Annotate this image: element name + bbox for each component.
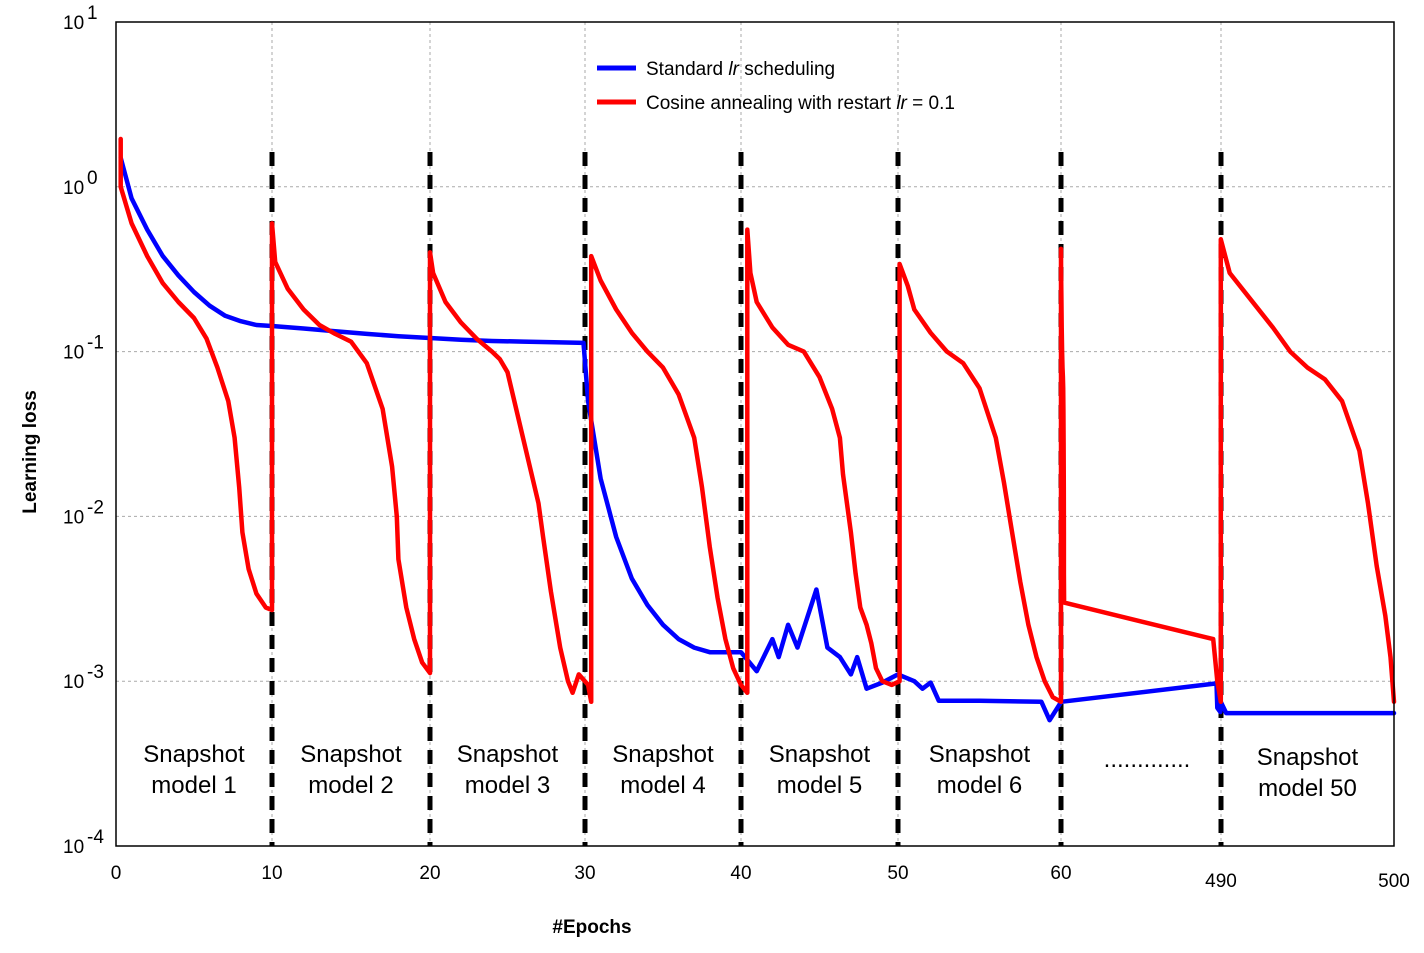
- snapshot-label-line2: model 2: [308, 772, 393, 799]
- y-tick: 10 -1: [63, 333, 104, 364]
- y-tick: 10 -3: [63, 662, 104, 693]
- snapshot-label-line1: Snapshot: [769, 741, 871, 768]
- y-tick: 10 -2: [63, 497, 104, 528]
- y-tick: 10 0: [63, 168, 98, 199]
- legend-label-italic: lr: [728, 59, 739, 80]
- snapshot-label-line1: Snapshot: [1257, 744, 1359, 771]
- snapshot-label: Snapshot model 50: [1257, 744, 1359, 802]
- snapshot-label-line2: model 4: [620, 772, 705, 799]
- x-tick-label: 500: [1378, 871, 1410, 892]
- legend-item-cosine: Cosine annealing with restart lr = 0.1: [597, 93, 955, 114]
- y-tick-base: 10: [63, 672, 84, 693]
- series-lines: [118, 136, 1397, 723]
- x-tick-label: 20: [419, 863, 440, 884]
- legend-label-prefix: Standard: [646, 59, 728, 80]
- y-tick: 10 1: [63, 3, 98, 34]
- y-tick-exponent: -3: [87, 662, 104, 683]
- x-tick-label: 30: [574, 863, 595, 884]
- snapshot-label: Snapshot model 5: [769, 741, 871, 799]
- grid: [116, 22, 1394, 846]
- y-tick-base: 10: [63, 343, 84, 364]
- snapshot-label-line2: model 6: [937, 772, 1022, 799]
- legend-item-standard: Standard lr scheduling: [597, 59, 835, 80]
- x-axis-label: #Epochs: [552, 917, 631, 938]
- snapshot-label-line1: Snapshot: [143, 741, 245, 768]
- y-tick-base: 10: [63, 178, 84, 199]
- y-tick-base: 10: [63, 13, 84, 34]
- snapshot-label: Snapshot model 4: [612, 741, 714, 799]
- series-cosine-annealing-line: [118, 136, 1397, 705]
- x-tick-label: 0: [111, 863, 122, 884]
- x-tick-label: 40: [730, 863, 751, 884]
- y-tick: 10 -4: [63, 827, 104, 858]
- snapshot-label: Snapshot model 6: [929, 741, 1031, 799]
- legend: Standard lr scheduling Cosine annealing w…: [597, 59, 955, 114]
- snapshot-label: Snapshot model 3: [457, 741, 559, 799]
- y-tick-exponent: 0: [87, 168, 98, 189]
- x-axis-ticks: 0 10 20 30 40 50 60 490 500: [111, 863, 1410, 892]
- legend-label-italic: lr: [896, 93, 907, 114]
- legend-label: Cosine annealing with restart lr = 0.1: [646, 93, 955, 114]
- y-tick-exponent: -2: [87, 497, 104, 518]
- snapshot-label-line1: Snapshot: [300, 741, 402, 768]
- snapshot-label-line2: model 5: [777, 772, 862, 799]
- y-tick-base: 10: [63, 837, 84, 858]
- plot-frame: [115, 21, 1395, 847]
- legend-label-suffix: scheduling: [739, 59, 835, 80]
- x-tick-label: 60: [1050, 863, 1071, 884]
- snapshot-label: Snapshot model 2: [300, 741, 402, 799]
- snapshot-label-line1: Snapshot: [612, 741, 714, 768]
- snapshot-label-line2: model 1: [151, 772, 236, 799]
- snapshot-label-line2: model 50: [1258, 775, 1357, 802]
- snapshot-label-line1: Snapshot: [457, 741, 559, 768]
- y-axis-label: Learning loss: [20, 390, 41, 514]
- legend-label: Standard lr scheduling: [646, 59, 835, 80]
- series-standard-lr-line: [118, 155, 1397, 723]
- y-tick-exponent: -4: [87, 827, 104, 848]
- x-tick-label: 10: [261, 863, 282, 884]
- x-tick-label: 490: [1205, 871, 1237, 892]
- snapshot-label-line1: Snapshot: [929, 741, 1031, 768]
- legend-label-prefix: Cosine annealing with restart: [646, 93, 896, 114]
- legend-label-suffix: = 0.1: [907, 93, 955, 114]
- snapshot-label-line2: model 3: [465, 772, 550, 799]
- y-tick-base: 10: [63, 507, 84, 528]
- x-tick-label: 50: [887, 863, 908, 884]
- snapshot-label: Snapshot model 1: [143, 741, 245, 799]
- y-tick-exponent: 1: [87, 3, 98, 24]
- ellipsis-label: .............: [1104, 746, 1191, 773]
- y-tick-exponent: -1: [87, 333, 104, 354]
- snapshot-labels: Snapshot model 1 Snapshot model 2 Snapshot mo…: [143, 741, 1358, 802]
